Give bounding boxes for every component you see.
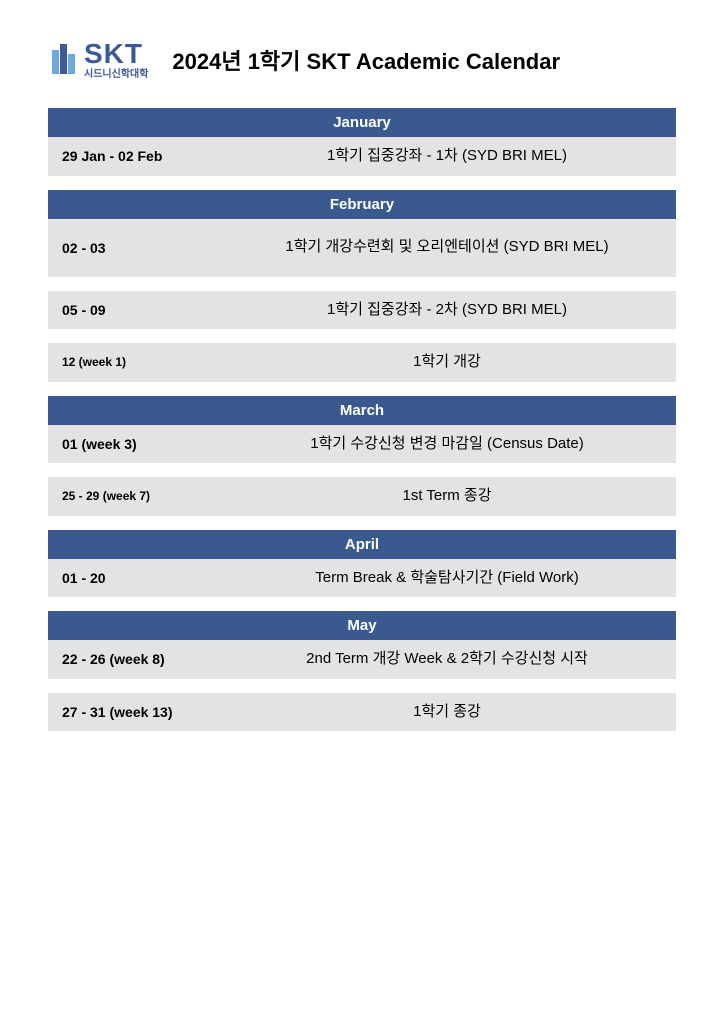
event-date: 12 (week 1) [62, 355, 232, 369]
page-header: SKT 시드니신학대학 2024년 1학기 SKT Academic Calen… [48, 40, 676, 80]
event-description: 1학기 종강 [232, 701, 662, 724]
logo-main: SKT [84, 40, 148, 68]
month-section: February02 - 031학기 개강수련회 및 오리엔테이션 (SYD B… [48, 190, 676, 382]
event-description: 1학기 수강신청 변경 마감일 (Census Date) [232, 433, 662, 456]
event-row: 27 - 31 (week 13)1학기 종강 [48, 693, 676, 732]
event-description: 1학기 개강 [232, 351, 662, 374]
logo: SKT 시드니신학대학 [48, 40, 148, 80]
event-row: 12 (week 1)1학기 개강 [48, 343, 676, 382]
event-description: Term Break & 학술탐사기간 (Field Work) [232, 567, 662, 590]
page-title: 2024년 1학기 SKT Academic Calendar [172, 44, 560, 76]
event-date: 01 (week 3) [62, 436, 232, 452]
calendar-body: January29 Jan - 02 Feb1학기 집중강좌 - 1차 (SYD… [48, 108, 676, 731]
logo-sub: 시드니신학대학 [84, 70, 148, 80]
logo-text: SKT 시드니신학대학 [84, 40, 148, 80]
month-header: January [48, 108, 676, 137]
event-date: 22 - 26 (week 8) [62, 651, 232, 667]
event-row: 01 - 20Term Break & 학술탐사기간 (Field Work) [48, 559, 676, 598]
event-description: 1학기 집중강좌 - 1차 (SYD BRI MEL) [232, 145, 662, 168]
event-row: 22 - 26 (week 8)2nd Term 개강 Week & 2학기 수… [48, 640, 676, 679]
event-date: 29 Jan - 02 Feb [62, 148, 232, 164]
event-date: 05 - 09 [62, 302, 232, 318]
event-date: 25 - 29 (week 7) [62, 489, 232, 503]
event-row: 02 - 031학기 개강수련회 및 오리엔테이션 (SYD BRI MEL) [48, 219, 676, 277]
month-header: April [48, 530, 676, 559]
month-section: April01 - 20Term Break & 학술탐사기간 (Field W… [48, 530, 676, 598]
event-row: 01 (week 3)1학기 수강신청 변경 마감일 (Census Date) [48, 425, 676, 464]
month-header: March [48, 396, 676, 425]
month-header: February [48, 190, 676, 219]
event-description: 2nd Term 개강 Week & 2학기 수강신청 시작 [232, 648, 662, 671]
month-section: January29 Jan - 02 Feb1학기 집중강좌 - 1차 (SYD… [48, 108, 676, 176]
logo-icon [48, 42, 78, 78]
month-section: May22 - 26 (week 8)2nd Term 개강 Week & 2학… [48, 611, 676, 731]
event-date: 27 - 31 (week 13) [62, 704, 232, 720]
event-date: 02 - 03 [62, 240, 232, 256]
event-row: 29 Jan - 02 Feb1학기 집중강좌 - 1차 (SYD BRI ME… [48, 137, 676, 176]
event-description: 1st Term 종강 [232, 485, 662, 508]
event-description: 1학기 집중강좌 - 2차 (SYD BRI MEL) [232, 299, 662, 322]
event-date: 01 - 20 [62, 570, 232, 586]
month-section: March01 (week 3)1학기 수강신청 변경 마감일 (Census … [48, 396, 676, 516]
event-row: 25 - 29 (week 7)1st Term 종강 [48, 477, 676, 516]
event-description: 1학기 개강수련회 및 오리엔테이션 (SYD BRI MEL) [232, 236, 662, 259]
month-header: May [48, 611, 676, 640]
event-row: 05 - 091학기 집중강좌 - 2차 (SYD BRI MEL) [48, 291, 676, 330]
